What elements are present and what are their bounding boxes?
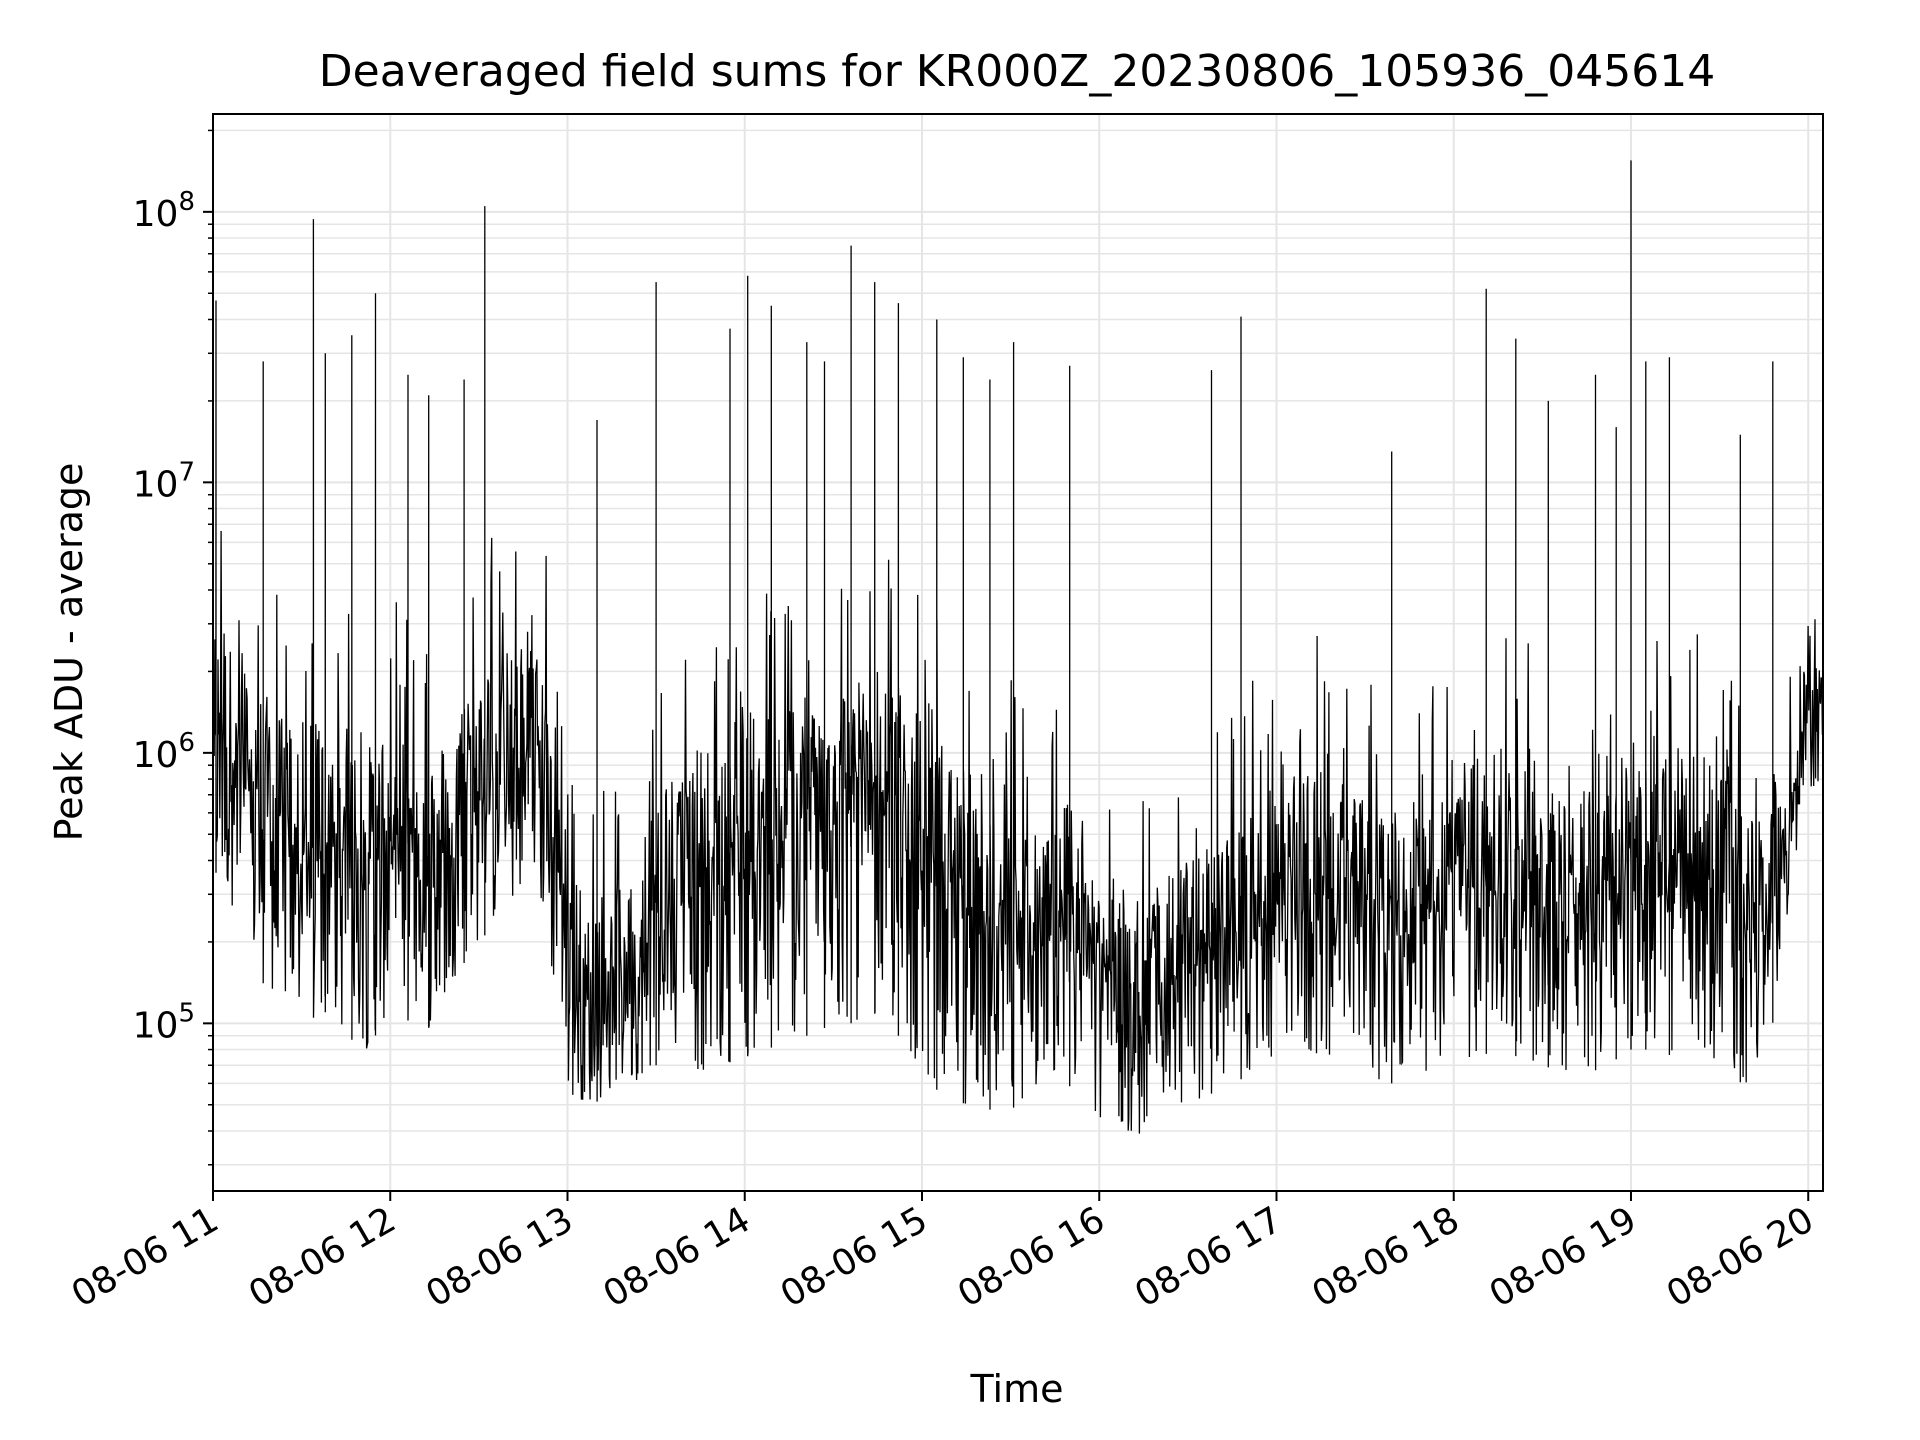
y-axis-label: Peak ADU - average [47,463,91,842]
y-tick-label: 106 [133,728,195,776]
y-tick-label: 107 [133,457,195,505]
series-path [212,160,1824,1134]
chart-title: Deaveraged field sums for KR000Z_2023080… [319,46,1715,97]
plot-frame [212,113,1824,1192]
series-line [212,160,1824,1134]
x-axis-label: Time [970,1367,1064,1411]
y-tick-label: 108 [133,187,195,235]
y-tick-label: 105 [133,998,195,1046]
y-axis: 105 106 107 108 [133,129,213,1166]
